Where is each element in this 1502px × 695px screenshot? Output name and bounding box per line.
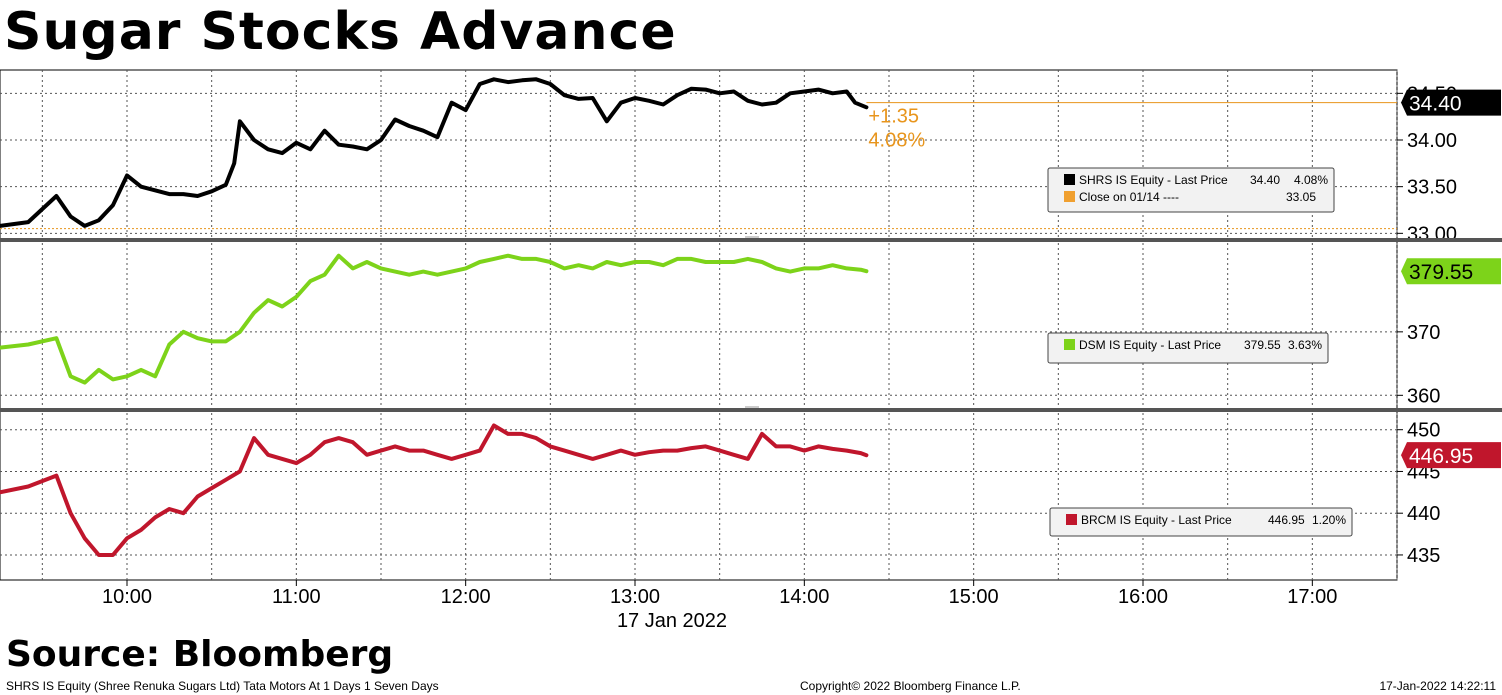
panel-separator [0,408,1502,412]
last-price-label: 446.95 [1409,445,1473,468]
legend-pct: 4.08% [1294,173,1328,187]
x-tick-label: 14:00 [779,586,829,608]
plot-frame [0,69,1398,581]
y-tick-label: 360 [1407,385,1440,407]
y-tick-label: 34.00 [1407,130,1457,152]
legend-value: 379.55 [1244,338,1281,352]
legend-box [1047,332,1329,364]
y-tick-label: 370 [1407,322,1440,344]
footer-timestamp: 17-Jan-2022 14:22:11 [1379,679,1496,693]
chart-title: Sugar Stocks Advance [4,2,677,62]
source-label: Source: Bloomberg [6,634,394,675]
legend-value: 446.95 [1268,513,1305,527]
x-tick-label: 11:00 [272,586,321,608]
y-tick-label: 435 [1407,545,1440,567]
legend-box [1049,507,1353,537]
legend-value: 34.40 [1250,173,1280,187]
legend-label: Close on 01/14 ---- [1079,190,1179,204]
legend-label: BRCM IS Equity - Last Price [1081,513,1232,527]
last-price-label: 379.55 [1409,261,1473,284]
x-tick-label: 13:00 [610,586,660,608]
last-price-tag [1401,258,1501,285]
footer-security-description: SHRS IS Equity (Shree Renuka Sugars Ltd)… [6,679,439,693]
x-tick-label: 16:00 [1118,586,1168,608]
y-tick-label: 33.50 [1407,177,1457,199]
last-price-tag [1401,89,1501,116]
change-pct-label: 4.08% [868,130,925,152]
footer-copyright: Copyright© 2022 Bloomberg Finance L.P. [800,679,1021,693]
legend-box [1047,167,1335,213]
legend-swatch [1066,514,1077,525]
last-price-label: 34.40 [1409,93,1462,116]
x-tick-label: 12:00 [441,586,491,608]
legend-value: 33.05 [1286,190,1316,204]
legend-swatch [1064,174,1075,185]
y-tick-label: 33.00 [1407,223,1457,245]
legend-pct: 3.63% [1288,338,1322,352]
x-tick-label: 10:00 [102,586,152,608]
x-tick-label: 17:00 [1287,586,1337,608]
legend-label: DSM IS Equity - Last Price [1079,338,1221,352]
legend-label: SHRS IS Equity - Last Price [1079,173,1228,187]
legend-swatch [1064,191,1075,202]
series-line-1 [0,77,869,228]
x-date-label: 17 Jan 2022 [617,610,727,632]
legend-swatch [1064,339,1075,350]
legend-pct: 1.20% [1312,513,1346,527]
change-abs-label: +1.35 [868,106,919,128]
series-line-2 [0,253,869,385]
x-tick-label: 15:00 [949,586,999,608]
y-tick-label: 440 [1407,503,1440,525]
panel-separator [0,238,1502,242]
last-price-tag [1401,442,1501,469]
series-line-3 [0,423,869,557]
y-tick-label: 450 [1407,420,1440,442]
